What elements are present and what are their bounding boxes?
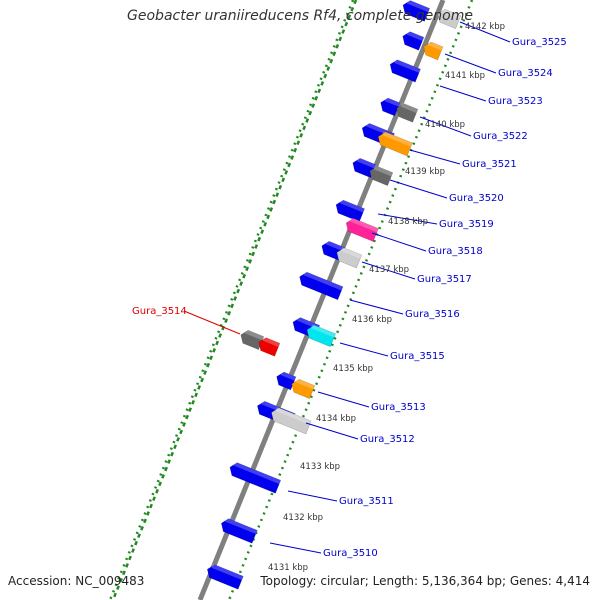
kbp-label: 4131 kbp: [268, 563, 308, 573]
leader-line: [377, 213, 438, 225]
genome-backbone: [197, 0, 446, 600]
gene-arrow[interactable]: [333, 198, 365, 223]
gene-arrow[interactable]: [367, 164, 394, 186]
leader-line: [459, 21, 511, 43]
gene-label-link[interactable]: Gura_3513: [371, 402, 426, 413]
gene-arrow[interactable]: [269, 406, 312, 435]
gene-labels: Gura_3525 Gura_3524 Gura_3523 Gura_3522 Gura…: [132, 37, 567, 559]
leader-line: [439, 85, 487, 102]
gene-arrow[interactable]: [219, 517, 258, 544]
gene-arrow[interactable]: [387, 58, 421, 83]
kbp-label: 4134 kbp: [316, 414, 356, 424]
leader-line: [409, 149, 461, 165]
kbp-label: 4136 kbp: [352, 315, 392, 325]
leader-line: [317, 391, 370, 408]
tick-marks: [108, 0, 474, 600]
gene-label-link[interactable]: Gura_3510: [323, 548, 378, 559]
gene-label-link[interactable]: Gura_3522: [473, 131, 528, 142]
gene-arrow[interactable]: [344, 217, 379, 242]
leader-line: [371, 232, 427, 252]
kbp-label: 4133 kbp: [300, 462, 340, 472]
leader-line: [183, 310, 241, 335]
gene-arrow[interactable]: [304, 323, 336, 348]
gene-features: [205, 0, 462, 590]
gene-arrow[interactable]: [334, 246, 363, 269]
gene-label-link[interactable]: Gura_3515: [390, 351, 445, 362]
leader-line: [287, 490, 338, 502]
genome-summary-text: Topology: circular; Length: 5,136,364 bp…: [260, 574, 590, 588]
gene-arrow[interactable]: [289, 377, 316, 399]
kbp-label: 4137 kbp: [369, 265, 409, 275]
tick-track: [111, 0, 358, 600]
gene-arrow[interactable]: [227, 461, 282, 494]
leader-line: [339, 342, 389, 357]
kbp-label: 4140 kbp: [425, 120, 465, 130]
gene-arrow[interactable]: [376, 130, 413, 157]
gene-arrow[interactable]: [435, 7, 462, 29]
gene-label-link[interactable]: Gura_3518: [428, 246, 483, 257]
gene-arrow[interactable]: [274, 370, 297, 391]
kbp-label: 4138 kbp: [388, 217, 428, 227]
gene-arrow[interactable]: [238, 328, 265, 350]
leader-line: [305, 422, 359, 440]
leader-line: [361, 261, 416, 280]
gene-arrow[interactable]: [400, 30, 425, 51]
gene-label-link[interactable]: Gura_3519: [439, 219, 494, 230]
gene-arrow[interactable]: [378, 96, 401, 117]
kbp-label: 4135 kbp: [333, 364, 373, 374]
gene-arrow[interactable]: [421, 40, 444, 61]
gene-arrow[interactable]: [400, 0, 431, 22]
kbp-label: 4139 kbp: [405, 167, 445, 177]
gene-label-link[interactable]: Gura_3512: [360, 434, 415, 445]
gene-label-link[interactable]: Gura_3514: [132, 306, 187, 317]
leader-line: [349, 299, 404, 315]
tick-track: [108, 0, 355, 600]
kbp-label: 4142 kbp: [465, 22, 505, 32]
gene-label-link[interactable]: Gura_3516: [405, 309, 460, 320]
gene-arrow[interactable]: [205, 563, 244, 590]
leader-line: [269, 542, 322, 554]
gene-arrow[interactable]: [256, 336, 281, 357]
gene-arrow[interactable]: [297, 270, 344, 301]
kbp-label: 4132 kbp: [283, 513, 323, 523]
leader-line: [444, 53, 497, 74]
genome-title: Geobacter uraniireducens Rf4, complete g…: [127, 8, 473, 24]
label-leader-lines: [183, 21, 511, 554]
leader-line: [419, 116, 472, 137]
kbp-scale-labels: 4131 kbp 4132 kbp 4133 kbp 4134 kbp 4135 kbp…: [268, 22, 505, 573]
gene-label-link[interactable]: Gura_3523: [488, 96, 543, 107]
gene-label-link[interactable]: Gura_3520: [449, 193, 504, 204]
kbp-label: 4141 kbp: [445, 71, 485, 81]
accession-text: Accession: NC_009483: [8, 574, 145, 588]
gene-label-link[interactable]: Gura_3525: [512, 37, 567, 48]
gene-label-link[interactable]: Gura_3517: [417, 274, 472, 285]
gene-label-link[interactable]: Gura_3511: [339, 496, 394, 507]
gene-label-link[interactable]: Gura_3521: [462, 159, 517, 170]
gene-arrow[interactable]: [394, 102, 419, 123]
leader-line: [389, 179, 448, 199]
gene-label-link[interactable]: Gura_3524: [498, 68, 553, 79]
